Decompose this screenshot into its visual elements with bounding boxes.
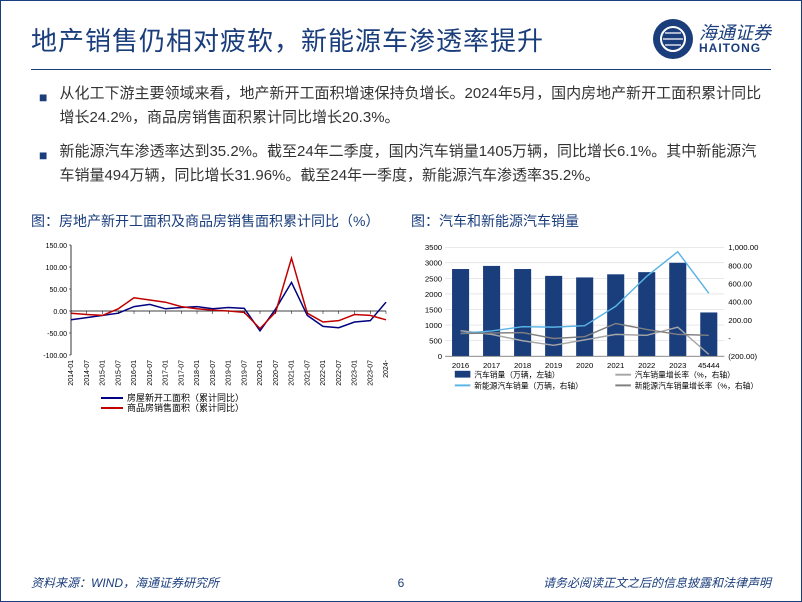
footer: 资料来源：WIND，海通证券研究所 6 请务必阅读正文之后的信息披露和法律声明 [1,574,801,591]
svg-text:1500: 1500 [425,305,443,314]
svg-text:新能源汽车销量增长率（%，右轴）: 新能源汽车销量增长率（%，右轴） [635,380,758,390]
svg-text:-100.00: -100.00 [43,353,67,360]
svg-text:400.00: 400.00 [728,297,752,306]
bullet-icon: ■ [39,86,47,130]
svg-text:商品房销售面积（累计同比）: 商品房销售面积（累计同比） [127,402,244,413]
svg-text:100.00: 100.00 [46,265,68,272]
svg-text:45444: 45444 [698,360,720,369]
svg-text:汽车销量（万辆，左轴）: 汽车销量（万辆，左轴） [474,369,559,379]
chart-left: 图：房地产新开工面积及商品房销售面积累计同比（%） -100.00 -50.00 0… [31,212,391,415]
logo-cn: 海通证券 [699,24,771,42]
body-text: ■ 从化工下游主要领域来看，地产新开工面积增速保持负增长。2024年5月，国内房… [1,82,801,188]
svg-text:2020: 2020 [576,360,594,369]
svg-text:600.00: 600.00 [728,279,752,288]
bullet-text: 新能源汽车渗透率达到35.2%。截至24年二季度，国内汽车销量1405万辆，同比… [59,140,763,188]
svg-text:2016-07: 2016-07 [147,360,154,386]
svg-text:2020-07: 2020-07 [273,360,280,386]
svg-text:2017-01: 2017-01 [163,360,170,386]
chart-right: 图：汽车和新能源汽车销量 0 500 1000 1500 2000 2500 3000 350… [411,212,771,415]
svg-text:汽车销量增长率（%，右轴）: 汽车销量增长率（%，右轴） [635,369,735,379]
svg-text:房屋新开工面积（累计同比）: 房屋新开工面积（累计同比） [127,392,244,403]
svg-text:2022-01: 2022-01 [320,360,327,386]
chart-right-svg: 0 500 1000 1500 2000 2500 3000 3500 (200.00) - 200… [411,240,771,415]
slide: 地产销售仍相对疲软，新能源车渗透率提升 海通证券 HAITONG ■ 从化工下游… [0,0,802,602]
svg-text:2023: 2023 [669,360,686,369]
brand-logo: 海通证券 HAITONG [653,19,771,59]
footer-source: 资料来源：WIND，海通证券研究所 [31,574,543,591]
svg-text:500: 500 [429,336,443,345]
svg-text:-: - [728,334,731,343]
bullet-item: ■ 从化工下游主要领域来看，地产新开工面积增速保持负增长。2024年5月，国内房… [39,82,763,130]
svg-text:2023-01: 2023-01 [352,360,359,386]
svg-text:2020-01: 2020-01 [257,360,264,386]
divider [31,69,771,70]
svg-text:2021-07: 2021-07 [304,360,311,386]
svg-text:新能源汽车销量（万辆，右轴）: 新能源汽车销量（万辆，右轴） [474,380,583,390]
svg-text:2014-01: 2014-01 [68,360,75,386]
footer-disclaimer: 请务必阅读正文之后的信息披露和法律声明 [543,574,771,591]
svg-text:1,000.00: 1,000.00 [728,243,759,252]
logo-text: 海通证券 HAITONG [699,24,771,54]
svg-text:2023-07: 2023-07 [367,360,374,386]
svg-text:2016: 2016 [452,360,469,369]
svg-text:(200.00): (200.00) [728,352,757,361]
svg-text:2000: 2000 [425,289,443,298]
svg-text:2021-01: 2021-01 [289,360,296,386]
chart-left-svg: -100.00 -50.00 0.00 50.00 100.00 150.00 2014-0… [31,240,391,415]
logo-en: HAITONG [699,42,771,54]
svg-text:50.00: 50.00 [49,287,67,294]
bullet-text: 从化工下游主要领域来看，地产新开工面积增速保持负增长。2024年5月，国内房地产… [59,82,763,130]
svg-text:2016-01: 2016-01 [131,360,138,386]
chart-right-title: 图：汽车和新能源汽车销量 [411,212,771,232]
svg-text:0.00: 0.00 [53,309,67,316]
svg-text:2014-07: 2014-07 [84,360,91,386]
bullet-item: ■ 新能源汽车渗透率达到35.2%。截至24年二季度，国内汽车销量1405万辆，… [39,140,763,188]
bullet-icon: ■ [39,144,47,188]
svg-text:3000: 3000 [425,258,443,267]
svg-text:2022: 2022 [638,360,655,369]
chart-left-title: 图：房地产新开工面积及商品房销售面积累计同比（%） [31,212,391,232]
svg-text:2022-07: 2022-07 [336,360,343,386]
header: 地产销售仍相对疲软，新能源车渗透率提升 海通证券 HAITONG [1,1,801,69]
svg-text:2017-07: 2017-07 [178,360,185,386]
svg-text:2019-01: 2019-01 [226,360,233,386]
svg-text:2017: 2017 [483,360,500,369]
svg-text:2015-01: 2015-01 [100,360,107,386]
svg-text:3500: 3500 [425,243,443,252]
svg-text:1000: 1000 [425,321,443,330]
page-title: 地产销售仍相对疲软，新能源车渗透率提升 [31,21,544,58]
svg-text:200.00: 200.00 [728,315,752,324]
svg-text:2021: 2021 [607,360,624,369]
svg-text:2019-07: 2019-07 [241,360,248,386]
svg-text:2018: 2018 [514,360,531,369]
charts-container: 图：房地产新开工面积及商品房销售面积累计同比（%） -100.00-50.000… [1,198,801,415]
svg-text:2019: 2019 [545,360,562,369]
svg-text:2500: 2500 [425,274,443,283]
svg-text:0: 0 [438,352,443,361]
svg-text:800.00: 800.00 [728,261,752,270]
svg-text:2024-: 2024- [383,359,390,378]
svg-text:2018-01: 2018-01 [194,360,201,386]
svg-text:150.00: 150.00 [46,243,68,250]
haitong-logo-icon [653,19,693,59]
footer-page: 6 [398,576,405,590]
svg-text:2018-07: 2018-07 [210,360,217,386]
svg-text:2015-07: 2015-07 [115,360,122,386]
svg-text:-50.00: -50.00 [47,331,67,338]
